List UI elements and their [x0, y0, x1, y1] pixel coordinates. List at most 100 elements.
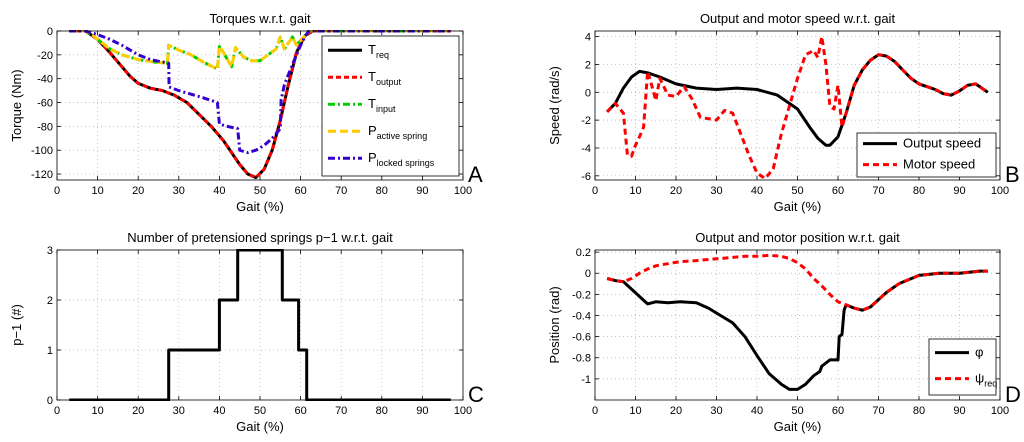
x-tick-label: 20: [670, 185, 682, 197]
x-tick-label: 60: [294, 185, 306, 197]
y-tick-label: 1: [47, 345, 53, 357]
y-tick-label: 0: [585, 268, 591, 280]
x-axis-label: Gait (%): [774, 199, 822, 214]
series-line-2: [606, 253, 988, 312]
x-tick-label: 60: [832, 185, 844, 197]
legend-entry: φ: [975, 345, 983, 360]
y-tick-label: -1: [581, 374, 591, 386]
x-tick-label: 80: [913, 405, 925, 417]
legend-entry-name: Output speed: [903, 136, 981, 151]
x-tick-label: 40: [213, 405, 225, 417]
y-tick-label: -0.8: [572, 353, 591, 365]
chart-title: Output and motor position w.r.t. gait: [695, 230, 900, 245]
x-tick-label: 10: [629, 405, 641, 417]
legend-entry-subscript: active spring: [377, 131, 428, 141]
x-tick-label: 10: [91, 405, 103, 417]
x-tick-label: 50: [791, 405, 803, 417]
legend-box: [321, 35, 460, 177]
axes-frame: [594, 30, 1001, 181]
y-tick-label: -40: [37, 74, 53, 86]
x-tick-label: 100: [991, 405, 1009, 417]
chart-panel-2: 0 10 20 30 40 50 60 70 80 90 100 -6 -4 -2 0 2 4 Output an…: [547, 11, 1020, 214]
x-axis-label: Gait (%): [236, 419, 284, 434]
x-tick-label: 90: [953, 405, 965, 417]
x-tick-label: 30: [710, 185, 722, 197]
legend-box: [856, 132, 997, 178]
y-tick-label: -0.6: [572, 332, 591, 344]
x-tick-label: 10: [91, 185, 103, 197]
x-tick-label: 90: [416, 185, 428, 197]
legend-entry: Treq: [368, 42, 389, 60]
y-tick-label: -120: [31, 169, 53, 181]
y-tick-label: 0.2: [576, 247, 591, 259]
y-tick-label: 2: [585, 59, 591, 71]
chart-title: Number of pretensioned springs p−1 w.r.t…: [127, 230, 393, 245]
x-tick-label: 50: [254, 405, 266, 417]
legend-entry: Pactive spring: [368, 123, 427, 141]
y-axis-label: Torque (Nm): [9, 69, 24, 141]
series-line-5: [69, 30, 451, 155]
x-axis-label: Gait (%): [236, 199, 284, 214]
x-tick-label: 80: [913, 185, 925, 197]
y-tick-label: -60: [37, 98, 53, 110]
legend-entry-name: Motor speed: [903, 157, 975, 172]
x-axis-label: Gait (%): [774, 419, 822, 434]
y-tick-label: 0: [47, 26, 53, 38]
x-tick-label: 100: [454, 405, 472, 417]
axes-frame: [56, 30, 464, 181]
x-tick-label: 20: [132, 405, 144, 417]
x-tick-label: 10: [629, 185, 641, 197]
x-tick-label: 0: [592, 405, 598, 417]
chart-title: Output and motor speed w.r.t. gait: [700, 11, 896, 26]
y-tick-label: 0: [47, 395, 53, 407]
y-tick-label: -100: [31, 145, 53, 157]
axes-frame: [56, 249, 464, 401]
legend-entry: Output speed: [903, 136, 981, 151]
x-tick-label: 0: [54, 185, 60, 197]
legend-entry-subscript: req: [376, 50, 389, 60]
y-tick-label: 3: [47, 245, 53, 257]
panel-letter: D: [1005, 382, 1021, 407]
x-tick-label: 30: [173, 185, 185, 197]
legend-entry: Motor speed: [903, 157, 975, 172]
x-tick-label: 70: [872, 405, 884, 417]
legend-entry-subscript: input: [376, 104, 396, 114]
legend-box: [928, 338, 997, 396]
legend-entry: ψreq: [975, 371, 997, 389]
y-tick-label: -0.4: [572, 310, 591, 322]
legend-entry-subscript: req: [984, 379, 997, 389]
legend-entry-subscript: output: [376, 77, 402, 87]
legend-entry: Toutput: [368, 69, 401, 87]
x-tick-label: 30: [710, 405, 722, 417]
x-tick-label: 40: [751, 185, 763, 197]
x-tick-label: 0: [54, 405, 60, 417]
x-tick-label: 40: [751, 405, 763, 417]
legend-entry: Tinput: [368, 96, 396, 114]
legend-entry-name: P: [368, 123, 377, 138]
legend-entry-name: T: [368, 42, 376, 57]
y-tick-label: -6: [581, 171, 591, 183]
plot-area: [57, 250, 463, 400]
y-tick-label: -2: [581, 115, 591, 127]
axes-frame: [594, 249, 1001, 401]
x-tick-label: 70: [335, 185, 347, 197]
legend-entry-name: P: [368, 150, 377, 165]
x-tick-label: 20: [132, 185, 144, 197]
x-tick-label: 40: [213, 185, 225, 197]
x-tick-label: 70: [335, 405, 347, 417]
y-axis-label: Speed (rad/s): [547, 66, 562, 145]
chart-panel-3: 0 10 20 30 40 50 60 70 80 90 100 0 1 2 3 Number of pret…: [9, 230, 484, 434]
legend-entry-name: φ: [975, 345, 983, 360]
legend-entry-name: ψ: [975, 371, 984, 386]
y-axis-label: Position (rad): [547, 286, 562, 363]
x-tick-label: 50: [791, 185, 803, 197]
legend-entry-name: T: [368, 96, 376, 111]
x-tick-label: 80: [376, 405, 388, 417]
panel-letter: C: [468, 382, 484, 407]
x-tick-label: 20: [670, 405, 682, 417]
y-axis-label: p−1 (#): [9, 304, 24, 346]
legend-entry: Plocked springs: [368, 150, 435, 168]
